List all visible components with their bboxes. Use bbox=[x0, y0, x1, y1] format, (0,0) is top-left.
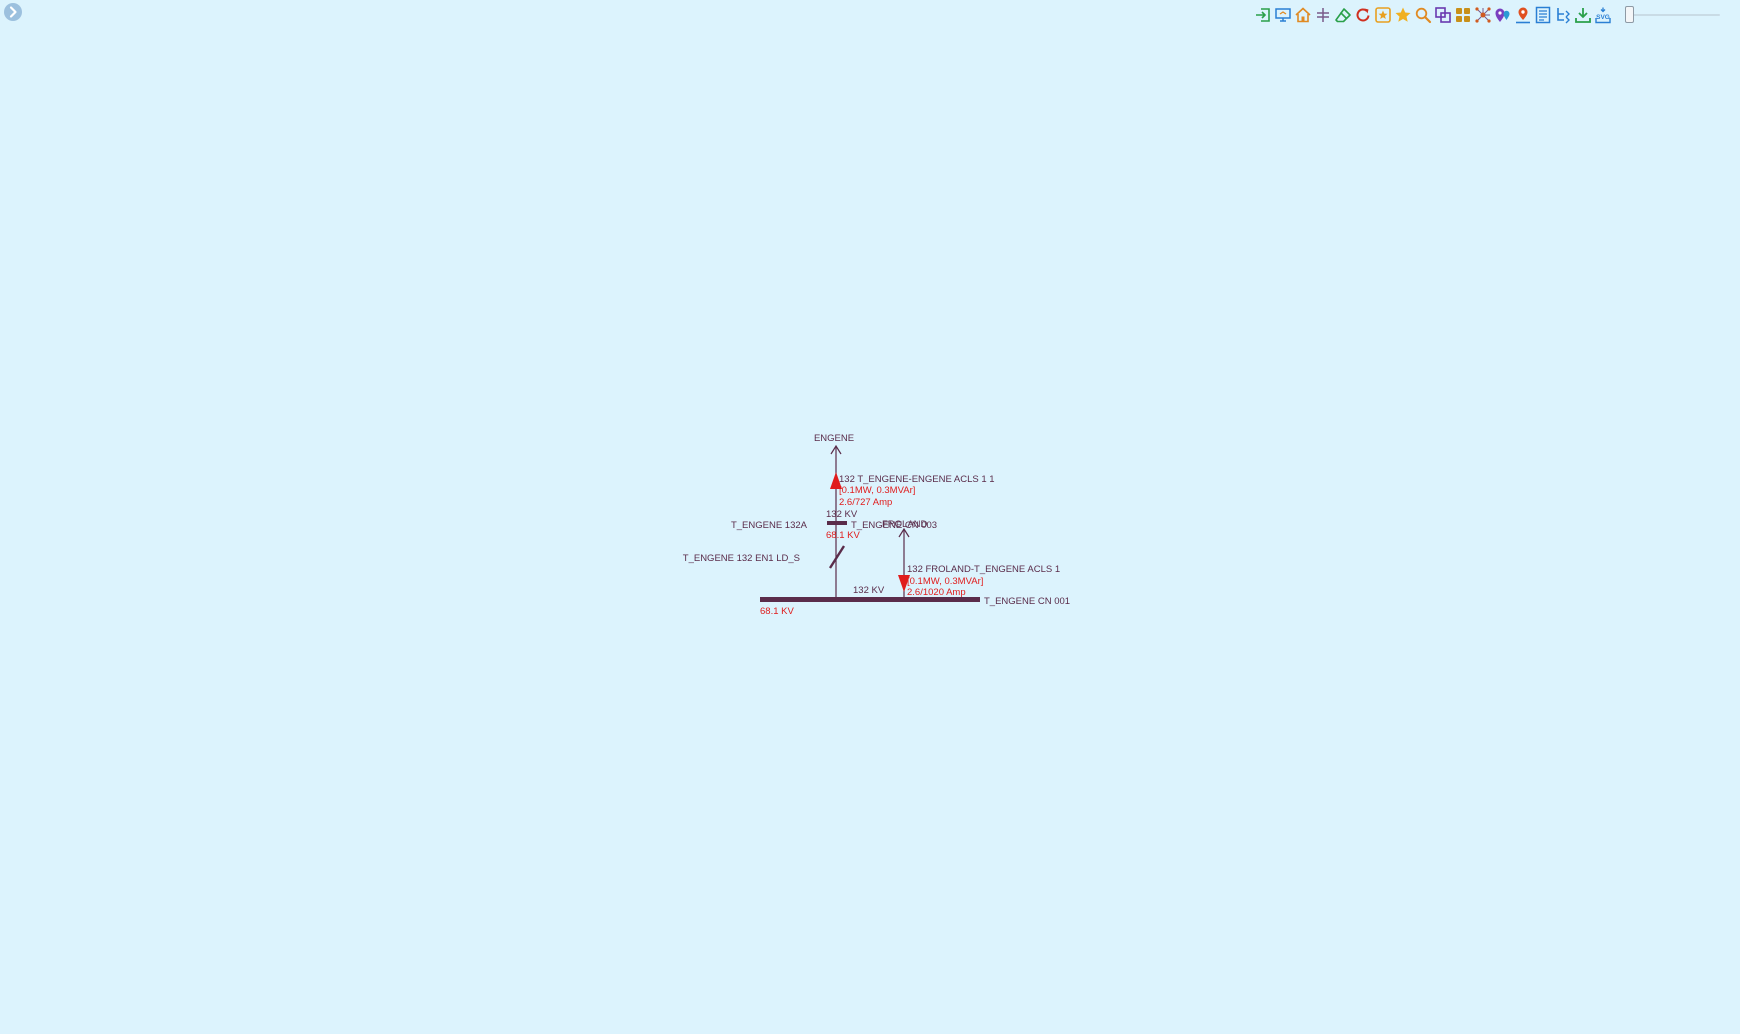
bus-132a-voltage: 68.1 KV bbox=[826, 530, 860, 541]
enter-button[interactable] bbox=[1253, 5, 1273, 25]
tree-button[interactable] bbox=[1553, 5, 1573, 25]
download-button[interactable] bbox=[1573, 5, 1593, 25]
eraser-icon bbox=[1335, 8, 1351, 23]
svg-export-label: SVG bbox=[1596, 14, 1610, 21]
home-icon bbox=[1295, 7, 1311, 23]
star-button[interactable] bbox=[1393, 5, 1413, 25]
eraser-button[interactable] bbox=[1333, 5, 1353, 25]
search-icon bbox=[1415, 7, 1432, 24]
document-list-button[interactable] bbox=[1533, 5, 1553, 25]
main-bus[interactable] bbox=[760, 597, 980, 602]
line1-current: 2.6/727 Amp bbox=[839, 497, 892, 508]
download-icon bbox=[1575, 8, 1591, 23]
split-lines-icon bbox=[1317, 8, 1329, 22]
bus-132a[interactable] bbox=[827, 521, 847, 525]
line2-power: [0.1MW, 0.3MVAr] bbox=[907, 576, 983, 587]
open-arrow-froland bbox=[898, 527, 910, 538]
favorite-box-button[interactable] bbox=[1373, 5, 1393, 25]
copy-frames-button[interactable] bbox=[1433, 5, 1453, 25]
line2-current: 2.6/1020 Amp bbox=[907, 587, 966, 598]
location-pin-icon bbox=[1516, 7, 1530, 24]
copy-frames-icon bbox=[1435, 7, 1451, 23]
monitor-transfer-button[interactable] bbox=[1273, 5, 1293, 25]
open-arrow-engene bbox=[830, 444, 842, 455]
expand-panel-button[interactable] bbox=[4, 3, 22, 21]
star-icon bbox=[1395, 7, 1411, 22]
location-pin-button[interactable] bbox=[1513, 5, 1533, 25]
neighbor-overlap-label: FROLAND bbox=[882, 519, 928, 530]
bus-132a-kv-label: 132 KV bbox=[826, 509, 858, 520]
refresh-button[interactable] bbox=[1353, 5, 1373, 25]
svg-export-icon: SVG bbox=[1595, 7, 1611, 24]
refresh-icon bbox=[1356, 8, 1370, 22]
main-bus-voltage: 68.1 KV bbox=[760, 606, 794, 617]
map-pins-icon bbox=[1495, 8, 1510, 22]
main-bus-name: T_ENGENE CN 001 bbox=[984, 596, 1070, 607]
search-button[interactable] bbox=[1413, 5, 1433, 25]
enter-icon bbox=[1256, 8, 1270, 22]
main-bus-kv-label: 132 KV bbox=[853, 585, 885, 596]
neighbor-label: T_ENGENE CN 003 bbox=[851, 520, 937, 531]
zoom-slider-track[interactable] bbox=[1625, 14, 1720, 16]
network-icon bbox=[1475, 7, 1491, 23]
line2-name: 132 FROLAND-T_ENGENE ACLS 1 bbox=[907, 564, 1060, 575]
zoom-slider[interactable] bbox=[1625, 5, 1720, 25]
zoom-slider-handle[interactable] bbox=[1625, 6, 1634, 23]
line1-name: 132 T_ENGENE-ENGENE ACLS 1 1 bbox=[839, 474, 995, 485]
flow-arrow-down bbox=[898, 575, 910, 592]
flow-arrow-up bbox=[830, 472, 842, 489]
monitor-transfer-icon bbox=[1275, 8, 1291, 22]
document-list-icon bbox=[1535, 6, 1551, 24]
line1-power: [0.1MW, 0.3MVAr] bbox=[839, 485, 915, 496]
favorite-box-icon bbox=[1375, 7, 1391, 23]
split-lines-button[interactable] bbox=[1313, 5, 1333, 25]
breaker-label: T_ENGENE 132 EN1 LD_S bbox=[683, 553, 800, 564]
breaker-symbol[interactable] bbox=[828, 545, 846, 569]
grid-button[interactable] bbox=[1453, 5, 1473, 25]
toolbar: SVG bbox=[1253, 5, 1613, 25]
svg-export-button[interactable]: SVG bbox=[1593, 5, 1613, 25]
substation-label: ENGENE bbox=[814, 433, 854, 444]
grid-icon bbox=[1456, 8, 1470, 22]
bus-132a-name: T_ENGENE 132A bbox=[731, 520, 808, 531]
map-pins-button[interactable] bbox=[1493, 5, 1513, 25]
network-button[interactable] bbox=[1473, 5, 1493, 25]
tree-icon bbox=[1557, 8, 1570, 24]
chevron-right-icon bbox=[9, 6, 17, 18]
home-button[interactable] bbox=[1293, 5, 1313, 25]
